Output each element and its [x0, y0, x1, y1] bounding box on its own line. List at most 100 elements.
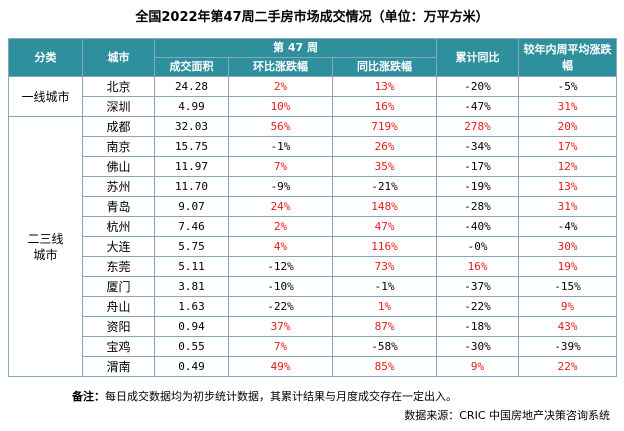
cumulative-yoy-cell: 9% [436, 356, 520, 377]
city-cell: 宝鸡 [82, 336, 155, 357]
mom-cell: 24% [228, 196, 333, 217]
area-cell: 1.63 [154, 296, 229, 317]
city-cell: 厦门 [82, 276, 155, 297]
yoy-cell: 13% [331, 76, 438, 97]
table-row: 大连 5.75 4% 116% -0% 30% [9, 236, 618, 257]
yoy-cell: 1% [331, 296, 438, 317]
yoy-cell: -1% [331, 276, 438, 297]
mom-cell: 7% [228, 336, 333, 357]
table-row: 二三线城市 成都 32.03 56% 719% 278% 20% [8, 116, 618, 377]
city-cell: 北京 [82, 76, 155, 97]
vs-average-cell: 31% [518, 196, 618, 217]
table-body: 一线城市 北京 24.28 2% 13% -20% -5% 深圳 4.99 10% 16% -47% 3… [8, 76, 618, 377]
mom-cell: 37% [228, 316, 333, 337]
header-yoy: 同比涨跌幅 [331, 57, 438, 77]
city-cell: 大连 [82, 236, 155, 257]
mom-cell: 56% [228, 116, 333, 137]
header-mom: 环比涨跌幅 [228, 57, 333, 77]
city-cell: 佛山 [82, 156, 155, 177]
table-row: 南京 15.75 -1% 26% -34% 17% [9, 136, 618, 157]
vs-average-cell: 13% [518, 176, 618, 197]
table-header: 分类 城市 第 47 周 累计同比 较年内周平均涨跌幅 成交面积 环比涨跌幅 同… [8, 38, 618, 77]
city-cell: 杭州 [82, 216, 155, 237]
vs-average-cell: 12% [518, 156, 618, 177]
table-row: 宝鸡 0.55 7% -58% -30% -39% [9, 336, 618, 357]
vs-average-cell: 30% [518, 236, 618, 257]
cumulative-yoy-cell: -37% [436, 276, 520, 297]
cumulative-yoy-cell: -28% [436, 196, 520, 217]
area-cell: 7.46 [154, 216, 229, 237]
table-row: 苏州 11.70 -9% -21% -19% 13% [9, 176, 618, 197]
yoy-cell: 719% [331, 116, 438, 137]
area-cell: 11.97 [154, 156, 229, 177]
yoy-cell: 87% [331, 316, 438, 337]
area-cell: 5.11 [154, 256, 229, 277]
area-cell: 32.03 [154, 116, 229, 137]
table-row: 厦门 3.81 -10% -1% -37% -15% [9, 276, 618, 297]
city-cell: 南京 [82, 136, 155, 157]
table-row: 杭州 7.46 2% 47% -40% -4% [9, 216, 618, 237]
mom-cell: 2% [228, 76, 333, 97]
area-cell: 0.49 [154, 356, 229, 377]
mom-cell: -9% [228, 176, 333, 197]
city-cell: 东莞 [82, 256, 155, 277]
city-cell: 深圳 [82, 96, 155, 117]
area-cell: 11.70 [154, 176, 229, 197]
vs-average-cell: -39% [518, 336, 618, 357]
vs-average-cell: 31% [518, 96, 618, 117]
vs-average-cell: 20% [518, 116, 618, 137]
vs-average-cell: -15% [518, 276, 618, 297]
yoy-cell: 26% [331, 136, 438, 157]
category-cell: 二三线城市 [8, 116, 83, 377]
vs-average-cell: 43% [518, 316, 618, 337]
vs-average-cell: 19% [518, 256, 618, 277]
mom-cell: -1% [228, 136, 333, 157]
cumulative-yoy-cell: -30% [436, 336, 520, 357]
footnote-label: 备注： [72, 390, 105, 403]
yoy-cell: 16% [331, 96, 438, 117]
area-cell: 4.99 [154, 96, 229, 117]
table-row: 东莞 5.11 -12% 73% 16% 19% [9, 256, 618, 277]
header-week: 第 47 周 [153, 38, 438, 58]
vs-average-cell: 22% [518, 356, 618, 377]
cumulative-yoy-cell: -22% [436, 296, 520, 317]
footnote: 备注：每日成交数据均为初步统计数据，其累计结果与月度成交存在一定出入。 [72, 388, 457, 404]
table-row: 青岛 9.07 24% 148% -28% 31% [9, 196, 618, 217]
area-cell: 9.07 [154, 196, 229, 217]
mom-cell: -12% [228, 256, 333, 277]
mom-cell: 10% [228, 96, 333, 117]
transaction-table: 分类 城市 第 47 周 累计同比 较年内周平均涨跌幅 成交面积 环比涨跌幅 同… [8, 38, 618, 377]
yoy-cell: 47% [331, 216, 438, 237]
city-cell: 资阳 [82, 316, 155, 337]
area-cell: 0.94 [154, 316, 229, 337]
vs-average-cell: -4% [518, 216, 618, 237]
city-cell: 青岛 [82, 196, 155, 217]
area-cell: 0.55 [154, 336, 229, 357]
header-category: 分类 [8, 38, 83, 77]
area-cell: 5.75 [154, 236, 229, 257]
cumulative-yoy-cell: -34% [436, 136, 520, 157]
area-cell: 24.28 [154, 76, 229, 97]
data-source: 数据来源：CRIC 中国房地产决策咨询系统 [404, 409, 610, 422]
yoy-cell: 148% [331, 196, 438, 217]
yoy-cell: 116% [331, 236, 438, 257]
vs-average-cell: -5% [518, 76, 618, 97]
area-cell: 3.81 [154, 276, 229, 297]
footnote-text: 每日成交数据均为初步统计数据，其累计结果与月度成交存在一定出入。 [105, 390, 457, 403]
vs-average-cell: 9% [518, 296, 618, 317]
page-title: 全国2022年第47周二手房市场成交情况（单位：万平方米） [135, 10, 489, 25]
mom-cell: 4% [228, 236, 333, 257]
mom-cell: 49% [228, 356, 333, 377]
table-row: 佛山 11.97 7% 35% -17% 12% [9, 156, 618, 177]
header-vs-weekly-average: 较年内周平均涨跌幅 [518, 38, 618, 77]
cumulative-yoy-cell: -0% [436, 236, 520, 257]
yoy-cell: 35% [331, 156, 438, 177]
mom-cell: 2% [228, 216, 333, 237]
cumulative-yoy-cell: -17% [436, 156, 520, 177]
cumulative-yoy-cell: -47% [436, 96, 520, 117]
yoy-cell: 85% [331, 356, 438, 377]
table-row: 渭南 0.49 49% 85% 9% 22% [9, 356, 618, 377]
yoy-cell: -21% [331, 176, 438, 197]
table-row: 一线城市 北京 24.28 2% 13% -20% -5% [8, 76, 618, 117]
